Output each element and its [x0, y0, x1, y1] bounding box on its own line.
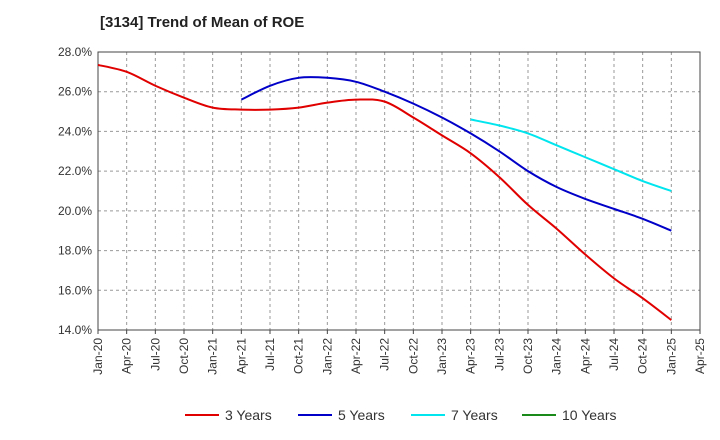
legend-label-3-years: 3 Years — [225, 407, 272, 423]
legend-label-5-years: 5 Years — [338, 407, 385, 423]
legend: 3 Years 5 Years 7 Years 10 Years — [185, 407, 617, 423]
grid-lines — [98, 52, 700, 330]
series-line-3-years — [97, 63, 672, 321]
x-tick-label: Jan-25 — [664, 338, 678, 375]
x-tick-label: Jul-21 — [263, 338, 277, 371]
x-tick-label: Jul-23 — [492, 338, 506, 371]
series-line-7-years — [470, 118, 672, 192]
y-tick-label: 16.0% — [58, 283, 92, 297]
x-tick-label: Jul-22 — [378, 338, 392, 371]
x-tick-label: Oct-21 — [292, 338, 306, 374]
y-tick-label: 26.0% — [58, 85, 92, 99]
x-tick-label: Jan-21 — [206, 338, 220, 375]
y-tick-label: 20.0% — [58, 204, 92, 218]
y-tick-label: 28.0% — [58, 45, 92, 59]
x-tick-label: Apr-24 — [578, 338, 592, 374]
x-tick-label: Apr-23 — [464, 338, 478, 374]
x-tick-label: Jul-24 — [607, 338, 621, 371]
y-tick-label: 18.0% — [58, 244, 92, 258]
x-tick-label: Jan-23 — [435, 338, 449, 375]
y-tick-label: 14.0% — [58, 323, 92, 337]
x-tick-label: Jan-22 — [320, 338, 334, 375]
x-tick-label: Jan-24 — [550, 338, 564, 375]
y-tick-label: 24.0% — [58, 124, 92, 138]
axes: 14.0% 16.0% 18.0% 20.0% 22.0% 24.0% 26.0% 28.0%… — [58, 45, 707, 375]
x-tick-label: Oct-24 — [636, 338, 650, 374]
x-tick-label: Oct-20 — [177, 338, 191, 374]
x-tick-label: Oct-22 — [406, 338, 420, 374]
legend-label-7-years: 7 Years — [451, 407, 498, 423]
y-tick-label: 22.0% — [58, 164, 92, 178]
series-lines — [97, 63, 672, 321]
x-tick-label: Apr-21 — [234, 338, 248, 374]
x-tick-label: Oct-23 — [521, 338, 535, 374]
x-tick-label: Apr-25 — [693, 338, 707, 374]
chart-title: [3134] Trend of Mean of ROE — [100, 14, 305, 31]
x-tick-label: Jul-20 — [148, 338, 162, 371]
legend-label-10-years: 10 Years — [562, 407, 617, 423]
x-tick-label: Apr-22 — [349, 338, 363, 374]
plot-area-border — [97, 51, 701, 331]
series-line-5-years — [240, 76, 672, 232]
x-tick-label: Apr-20 — [120, 338, 134, 374]
x-tick-label: Jan-20 — [91, 338, 105, 375]
